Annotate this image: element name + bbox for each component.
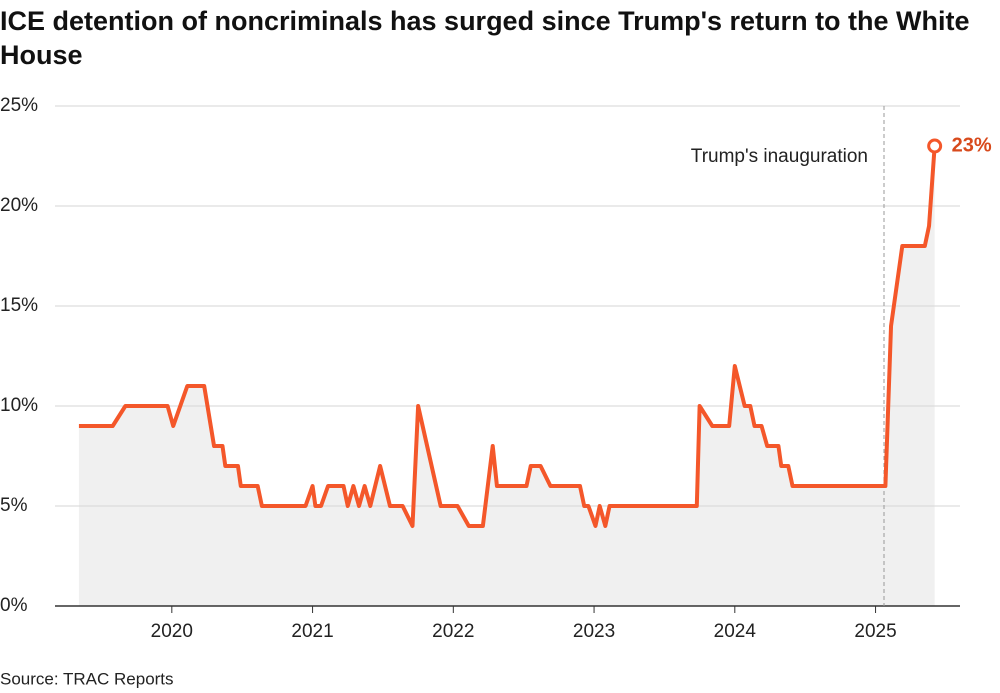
x-tick-label: 2021: [291, 621, 333, 642]
x-tick-label: 2020: [151, 621, 193, 642]
y-tick-label: 25%: [0, 95, 38, 116]
value-label: 23%: [952, 134, 992, 156]
y-tick-label: 10%: [0, 395, 38, 416]
x-tick-label: 2022: [432, 621, 474, 642]
y-tick-label: 20%: [0, 195, 38, 216]
x-tick-label: 2023: [573, 621, 615, 642]
y-tick-label: 15%: [0, 295, 38, 316]
end-point: [927, 138, 943, 154]
line: [78, 145, 937, 528]
x-tick-label: 2024: [714, 621, 757, 642]
chart-title: ICE detention of noncriminals has surged…: [0, 6, 970, 70]
y-tick-label: 0%: [0, 595, 28, 616]
annotation-text: Trump's inauguration: [691, 146, 868, 167]
source: Source: TRAC Reports: [0, 669, 174, 688]
x-tick-label: 2025: [854, 621, 896, 642]
area: [78, 146, 935, 606]
y-tick-label: 5%: [0, 495, 28, 516]
